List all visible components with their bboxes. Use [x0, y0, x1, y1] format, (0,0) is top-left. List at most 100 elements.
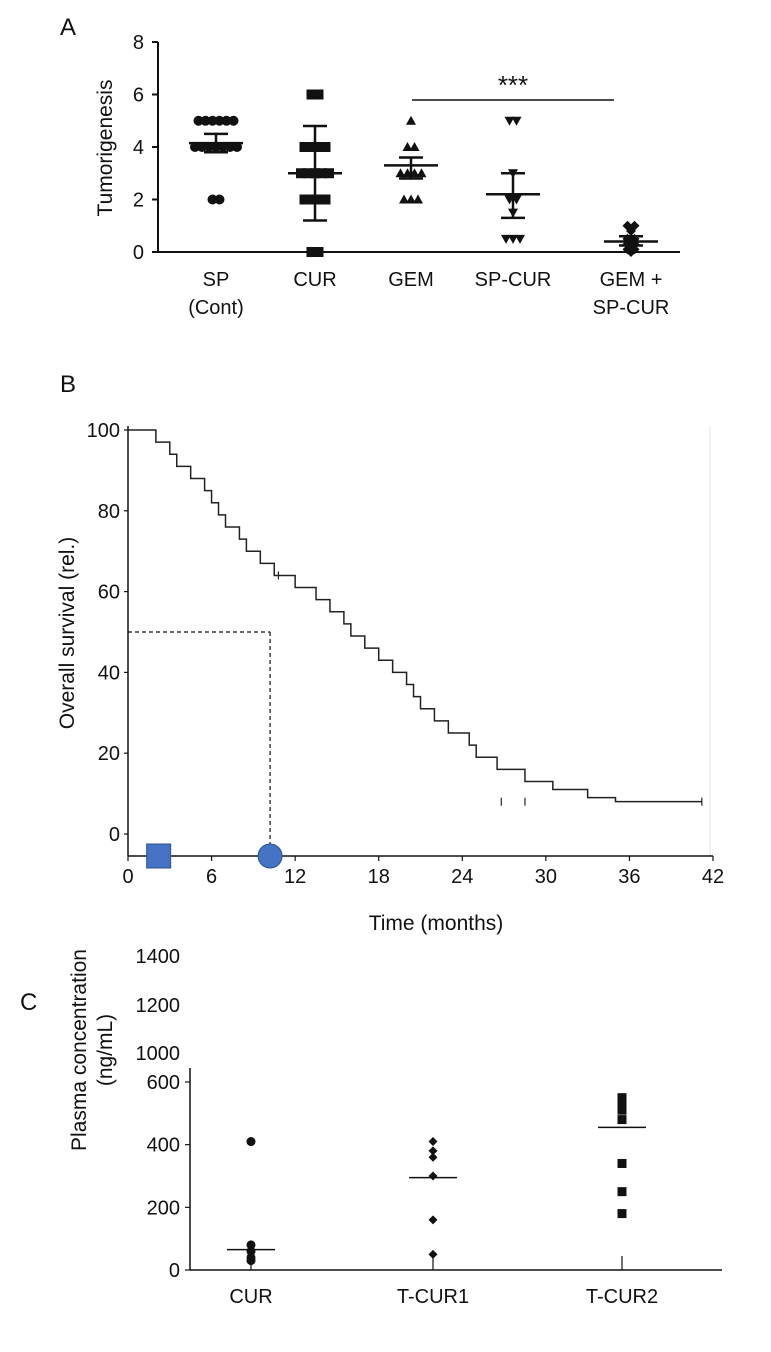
- panel-b-x-tick-label: 36: [618, 866, 640, 888]
- panel-a-data-point: [409, 168, 420, 178]
- panel-a-data-point: [310, 168, 320, 179]
- panel-b-y-axis-title: Overall survival (rel.): [56, 537, 79, 730]
- panel-a-data-point: [317, 168, 327, 179]
- panel-a-y-axis-title: Tumorigenesis: [94, 80, 117, 217]
- panel-a-data-point: [508, 234, 518, 244]
- panel-a-data-point: [296, 168, 306, 179]
- panel-a-data-point: [306, 142, 317, 152]
- panel-a-data-point: [306, 89, 317, 100]
- panel-c-data-point: [246, 1246, 256, 1256]
- panel-b-x-tick-label: 42: [702, 866, 724, 888]
- panel-a-data-point: [207, 194, 218, 205]
- panel-c-y-tick-label: 1400: [136, 946, 181, 968]
- panel-c-data-point: [617, 1093, 627, 1103]
- panel-a-y-tick-label: 2: [133, 190, 144, 212]
- panel-b-y-tick-label: 100: [87, 420, 120, 442]
- panel-a-category-label: GEM: [388, 269, 434, 291]
- panel-b-y-tick-label: 20: [98, 743, 120, 765]
- panel-c-data-point: [428, 1171, 438, 1181]
- panel-a-data-point: [214, 115, 225, 126]
- panel-a-y-tick-label: 4: [133, 137, 144, 159]
- panel-a-data-point: [299, 142, 310, 152]
- panel-a-y-tick-label: 8: [133, 32, 144, 54]
- panel-c-y-tick-label: 200: [147, 1197, 180, 1219]
- panel-c-data-point: [246, 1256, 256, 1266]
- panel-a-significance-label: ***: [498, 70, 528, 100]
- panel-a-data-point: [190, 142, 200, 152]
- panel-b-y-tick-label: 80: [98, 501, 120, 523]
- panel-a-data-point: [515, 234, 525, 244]
- panel-a-data-point: [225, 142, 235, 152]
- panel-a-data-point: [399, 194, 409, 204]
- panel-c-letter: C: [20, 989, 37, 1016]
- panel-b: B Overall survival (rel.) Time (months) …: [56, 371, 724, 935]
- panel-a-y-tick-label: 6: [133, 85, 144, 107]
- panel-a-data-point: [313, 89, 324, 100]
- panel-a-data-point: [204, 142, 214, 152]
- panel-a-data-point: [320, 194, 331, 205]
- panel-a-letter: A: [60, 14, 76, 41]
- panel-b-x-tick-label: 0: [122, 866, 133, 888]
- panel-c-data-point: [617, 1187, 627, 1197]
- panel-a-data-point: [214, 194, 225, 205]
- panel-b-x-tick-label: 24: [451, 866, 473, 888]
- panel-b-circle-marker: [257, 843, 283, 869]
- panel-a-data-point: [313, 194, 324, 205]
- panel-b-y-tick-label: 40: [98, 662, 120, 684]
- panel-a-data-point: [406, 194, 416, 204]
- panel-a-data-point: [232, 142, 242, 152]
- panel-c-category-label: T-CUR1: [397, 1286, 469, 1308]
- panel-a-data-point: [504, 116, 515, 126]
- panel-a-data-point: [622, 233, 633, 244]
- panel-a-data-point: [511, 195, 522, 205]
- panel-b-letter: B: [60, 371, 76, 398]
- panel-a-data-point: [504, 195, 515, 205]
- panel-a-data-point: [228, 115, 239, 126]
- panel-c-y-tick-label: 400: [147, 1135, 180, 1157]
- panel-c-data-point: [617, 1105, 627, 1115]
- panel-a-data-point: [409, 142, 420, 151]
- panel-a-data-point: [413, 194, 423, 204]
- panel-a-data-point: [416, 168, 427, 178]
- panel-c-y-axis-title: Plasma concentration (ng/mL): [68, 949, 117, 1151]
- panel-a-data-point: [406, 115, 416, 125]
- panel-b-x-axis-title: Time (months): [369, 912, 504, 935]
- panel-c-category-label: CUR: [229, 1286, 272, 1308]
- panel-a-data-point: [193, 115, 204, 126]
- panel-a: A Tumorigenesis 0 2 4 6 8 SP (Cont) CUR GEM SP-C…: [60, 14, 680, 319]
- panel-b-x-tick-label: 30: [535, 866, 557, 888]
- panel-b-survival-curve: [128, 429, 702, 803]
- panel-c-data-point: [428, 1249, 438, 1259]
- panel-c-data-point: [617, 1209, 627, 1219]
- panel-c-y-tick-label: 1200: [136, 995, 181, 1017]
- panel-c-y-tick-label: 600: [147, 1072, 180, 1094]
- panel-a-data-point: [501, 234, 511, 244]
- panel-c-y-tick-label: 1000: [136, 1043, 181, 1065]
- panel-a-data-point: [402, 142, 413, 151]
- panel-b-x-tick-label: 18: [368, 866, 390, 888]
- panel-a-data-point: [511, 116, 522, 126]
- panel-c-data-point: [428, 1215, 438, 1225]
- panel-a-data-point: [299, 194, 310, 205]
- panel-a-data-point: [218, 142, 228, 152]
- panel-c-data-point: [428, 1152, 438, 1162]
- panel-c: C Plasma concentration (ng/mL) 0 200 400 600…: [20, 946, 722, 1308]
- panel-a-data-point: [629, 233, 640, 244]
- panel-a-data-point: [313, 142, 324, 152]
- panel-a-category-label: GEM + SP-CUR: [593, 269, 670, 319]
- panel-c-data-point: [617, 1115, 627, 1125]
- panel-a-data-point: [221, 115, 232, 126]
- panel-c-data-point: [428, 1146, 438, 1156]
- panel-a-data-point: [207, 115, 218, 126]
- panel-b-y-tick-label: 0: [109, 824, 120, 846]
- panel-a-data-point: [211, 142, 221, 152]
- panel-c-category-label: T-CUR2: [586, 1286, 658, 1308]
- panel-a-data-point: [626, 226, 636, 236]
- panel-a-category-label: SP-CUR: [475, 269, 552, 291]
- panel-a-data-point: [197, 142, 207, 152]
- panel-a-data-point: [324, 168, 334, 179]
- panel-a-data-point: [306, 194, 317, 205]
- panel-a-data-point: [303, 168, 313, 179]
- panel-a-category-label: SP (Cont): [188, 269, 244, 319]
- panel-b-square-marker: [146, 843, 172, 869]
